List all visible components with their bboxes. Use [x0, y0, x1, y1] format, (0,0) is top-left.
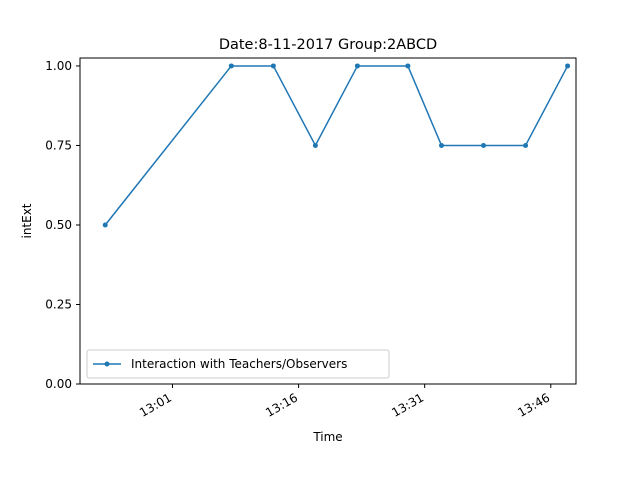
- data-point: [270, 63, 276, 69]
- legend-box: [86, 349, 390, 379]
- y-axis: 0.00 0.25 0.50 0.75 1.00: [45, 59, 80, 391]
- y-axis-label: intExt: [20, 203, 34, 238]
- data-point: [405, 63, 411, 69]
- y-tick-label: 1.00: [45, 59, 72, 73]
- x-tick-label: 13:01: [137, 390, 174, 419]
- data-point: [354, 63, 360, 69]
- data-point: [481, 142, 487, 148]
- plot-area: [79, 57, 577, 385]
- chart-title: Date:8-11-2017 Group:2ABCD: [219, 37, 437, 53]
- data-point: [312, 142, 318, 148]
- y-tick-label: 0.25: [45, 297, 72, 311]
- series-layer: [102, 63, 571, 228]
- data-point: [102, 222, 108, 228]
- data-point: [228, 63, 234, 69]
- legend: Interaction with Teachers/Observers: [86, 349, 390, 379]
- x-axis: 13:01 13:16 13:31 13:46: [137, 384, 552, 420]
- y-tick-label: 0.50: [45, 218, 72, 232]
- y-tick-label: 0.00: [45, 377, 72, 391]
- y-tick-label: 0.75: [45, 138, 72, 152]
- x-tick-label: 13:16: [263, 390, 300, 419]
- data-point: [565, 63, 571, 69]
- data-point: [438, 142, 444, 148]
- legend-label: Interaction with Teachers/Observers: [131, 357, 347, 371]
- x-tick-label: 13:46: [515, 390, 552, 419]
- x-tick-label: 13:31: [389, 390, 426, 419]
- data-point: [523, 142, 529, 148]
- legend-marker: [104, 361, 110, 367]
- x-axis-label: Time: [312, 430, 342, 444]
- series-line: [104, 65, 569, 226]
